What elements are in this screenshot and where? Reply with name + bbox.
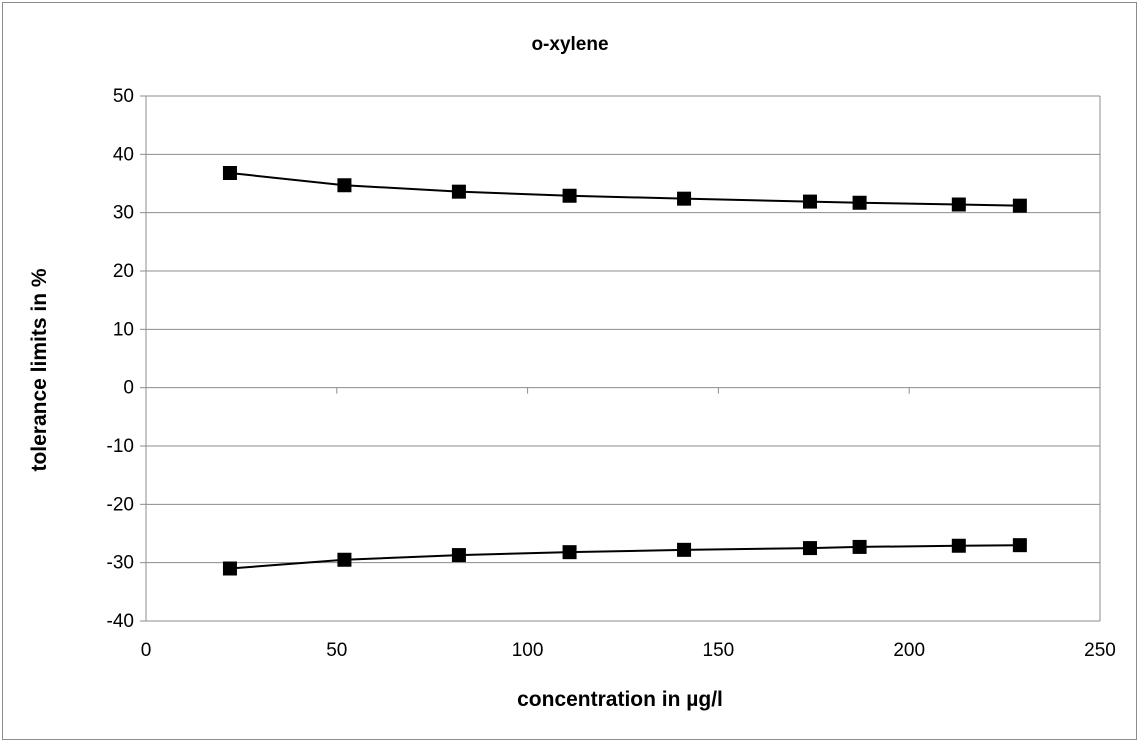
data-point-marker xyxy=(562,188,577,203)
y-axis-title: tolerance limits in % xyxy=(28,268,51,471)
x-tick-label: 200 xyxy=(893,640,925,661)
data-point-marker xyxy=(222,561,237,576)
data-point-marker xyxy=(951,538,966,553)
data-point-marker xyxy=(562,545,577,560)
data-point-marker xyxy=(1012,198,1027,213)
x-tick-label: 50 xyxy=(326,640,347,661)
data-point-marker xyxy=(337,178,352,193)
y-tick-label: -40 xyxy=(107,611,134,632)
y-tick-label: -30 xyxy=(107,553,134,574)
data-point-marker xyxy=(802,541,817,556)
y-tick-label: 20 xyxy=(113,261,134,282)
data-point-marker xyxy=(337,552,352,567)
series-group xyxy=(222,166,1027,576)
data-point-marker xyxy=(802,194,817,209)
data-point-marker xyxy=(451,184,466,199)
data-point-marker xyxy=(1012,538,1027,553)
data-point-marker xyxy=(852,195,867,210)
x-tick-labels: 0 50 100 150 200 250 xyxy=(141,640,1116,661)
data-point-marker xyxy=(677,191,692,206)
y-tick-labels: 50 40 30 20 10 0 -10 -20 -30 -40 xyxy=(107,86,134,632)
y-tick-label: 0 xyxy=(123,378,134,399)
data-point-marker xyxy=(451,548,466,563)
y-tick-label: 50 xyxy=(113,86,134,107)
x-axis-title: concentration in µg/l xyxy=(517,688,723,711)
x-tick-label: 250 xyxy=(1084,640,1116,661)
y-tick-label: 30 xyxy=(113,203,134,224)
y-tick-label: -10 xyxy=(107,436,134,457)
x-tick-label: 150 xyxy=(703,640,735,661)
y-tick-label: 40 xyxy=(113,144,134,165)
data-point-marker xyxy=(677,542,692,557)
x-tick-label: 100 xyxy=(512,640,544,661)
y-tick-label: -20 xyxy=(107,494,134,515)
data-point-marker xyxy=(951,197,966,212)
axes xyxy=(140,95,1101,622)
y-tick-label: 10 xyxy=(113,319,134,340)
data-point-marker xyxy=(852,539,867,554)
chart-title: o-xylene xyxy=(531,34,608,55)
data-point-marker xyxy=(222,166,237,180)
x-tick-label: 0 xyxy=(141,640,152,661)
